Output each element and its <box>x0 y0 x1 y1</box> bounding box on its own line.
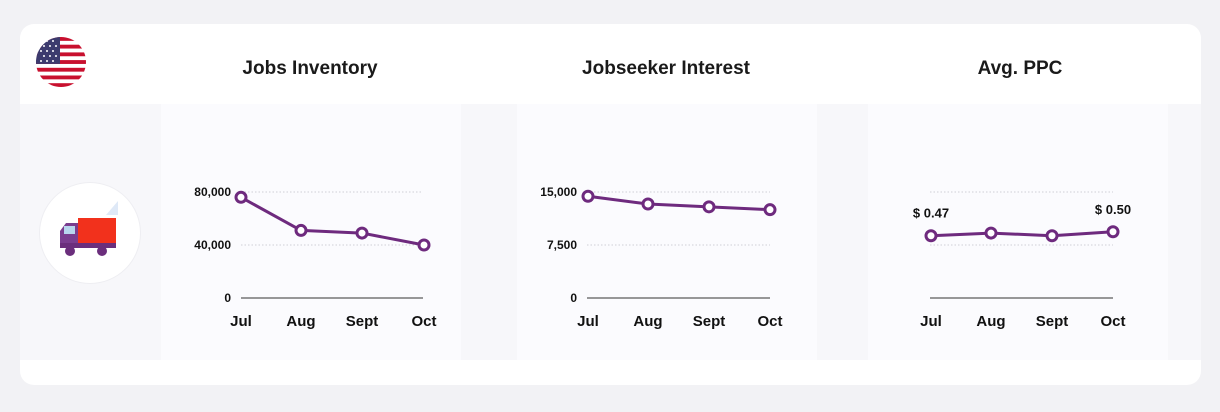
y-tick-label: 7,500 <box>547 238 577 252</box>
x-tick-label: Jul <box>577 313 599 330</box>
data-point <box>763 203 777 217</box>
x-tick-label: Oct <box>411 313 436 330</box>
x-tick-label: Oct <box>757 313 782 330</box>
chart-title-jobseeker-interest: Jobseeker Interest <box>582 58 750 79</box>
x-tick-label: Aug <box>286 313 315 330</box>
x-tick-label: Aug <box>633 313 662 330</box>
data-point <box>417 238 431 252</box>
y-tick-label: 40,000 <box>194 238 231 252</box>
chart-jobs-inventory: 0 40,000 80,000 Jul Aug Sept Oct <box>194 185 436 330</box>
x-tick-label: Oct <box>1100 313 1125 330</box>
data-label: $ 0.47 <box>913 206 949 221</box>
x-tick-label: Sept <box>346 313 379 330</box>
series-line <box>587 194 771 212</box>
data-label: $ 0.50 <box>1095 202 1131 217</box>
y-tick-label: 80,000 <box>194 185 231 199</box>
chart-title-jobs-inventory: Jobs Inventory <box>242 58 378 79</box>
data-point <box>1106 225 1120 239</box>
truck-icon <box>60 201 118 256</box>
us-flag-icon <box>36 37 86 87</box>
chart-title-avg-ppc: Avg. PPC <box>977 58 1063 79</box>
y-tick-label: 0 <box>224 291 231 305</box>
data-point <box>984 226 998 240</box>
x-tick-label: Aug <box>976 313 1005 330</box>
series-line <box>930 230 1114 238</box>
x-tick-label: Sept <box>1036 313 1069 330</box>
x-tick-label: Jul <box>920 313 942 330</box>
data-point <box>355 226 369 240</box>
chart-avg-ppc: Jul Aug Sept Oct $ 0.47 $ 0.50 <box>913 191 1131 330</box>
y-tick-label: 15,000 <box>540 185 577 199</box>
data-point <box>581 189 595 203</box>
data-point <box>924 229 938 243</box>
data-point <box>702 200 716 214</box>
data-point <box>641 197 655 211</box>
chart-panel-jobseeker-interest <box>517 104 817 360</box>
y-tick-label: 0 <box>570 291 577 305</box>
chart-jobseeker-interest: 0 7,500 15,000 Jul Aug Sept Oct <box>540 185 782 330</box>
category-icon-circle <box>40 183 140 283</box>
series-line <box>240 195 425 247</box>
data-point <box>234 190 248 204</box>
data-point <box>1045 229 1059 243</box>
data-point <box>294 223 308 237</box>
x-tick-label: Sept <box>693 313 726 330</box>
x-tick-label: Jul <box>230 313 252 330</box>
